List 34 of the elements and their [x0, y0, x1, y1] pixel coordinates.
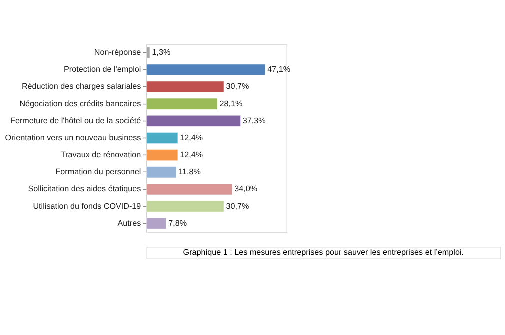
- bar: [146, 115, 242, 128]
- bar: [146, 218, 167, 230]
- data-label: 30,7%: [226, 202, 250, 211]
- y-tick-label: Utilisation du fonds COVID-19: [33, 202, 142, 211]
- data-label: 28,1%: [220, 99, 243, 108]
- y-tick-label: Protection de l'emploi: [64, 65, 142, 74]
- y-tick-label: Négociation des crédits bancaires: [20, 99, 142, 108]
- bar: [146, 132, 178, 144]
- bar: [146, 149, 178, 162]
- y-tick-label: Fermeture de l'hôtel ou de la société: [10, 116, 142, 126]
- y-tick-label: Formation du personnel: [56, 168, 142, 177]
- data-label: 12,4%: [180, 150, 204, 160]
- y-tick-label: Réduction des charges salariales: [22, 82, 142, 92]
- bar: [146, 64, 266, 76]
- data-label: 11,8%: [178, 168, 202, 177]
- data-label: 1,3%: [152, 48, 171, 57]
- data-label: 37,3%: [242, 116, 266, 126]
- bar: [146, 166, 177, 178]
- bar: [146, 98, 218, 110]
- y-tick-label: Autres: [118, 218, 142, 228]
- y-tick-label: Sollicitation des aides étatiques: [28, 184, 142, 194]
- data-label: 34,0%: [234, 184, 258, 194]
- bar: [146, 184, 233, 196]
- data-label: 30,7%: [226, 82, 250, 92]
- data-label: 7,8%: [168, 218, 188, 228]
- data-label: 12,4%: [180, 133, 204, 142]
- bar: [146, 81, 224, 93]
- data-label: 47,1%: [268, 65, 291, 74]
- bar: [146, 46, 150, 59]
- text: Graphique 1 : Les mesures entreprises pour sauver les entreprises et l’emploi.: [183, 248, 464, 258]
- y-tick-label: Orientation vers un nouveau business: [5, 133, 142, 142]
- bar: [146, 200, 224, 212]
- y-tick-label: Travaux de rénovation: [60, 150, 142, 160]
- y-tick-label: Non-réponse: [94, 48, 142, 57]
